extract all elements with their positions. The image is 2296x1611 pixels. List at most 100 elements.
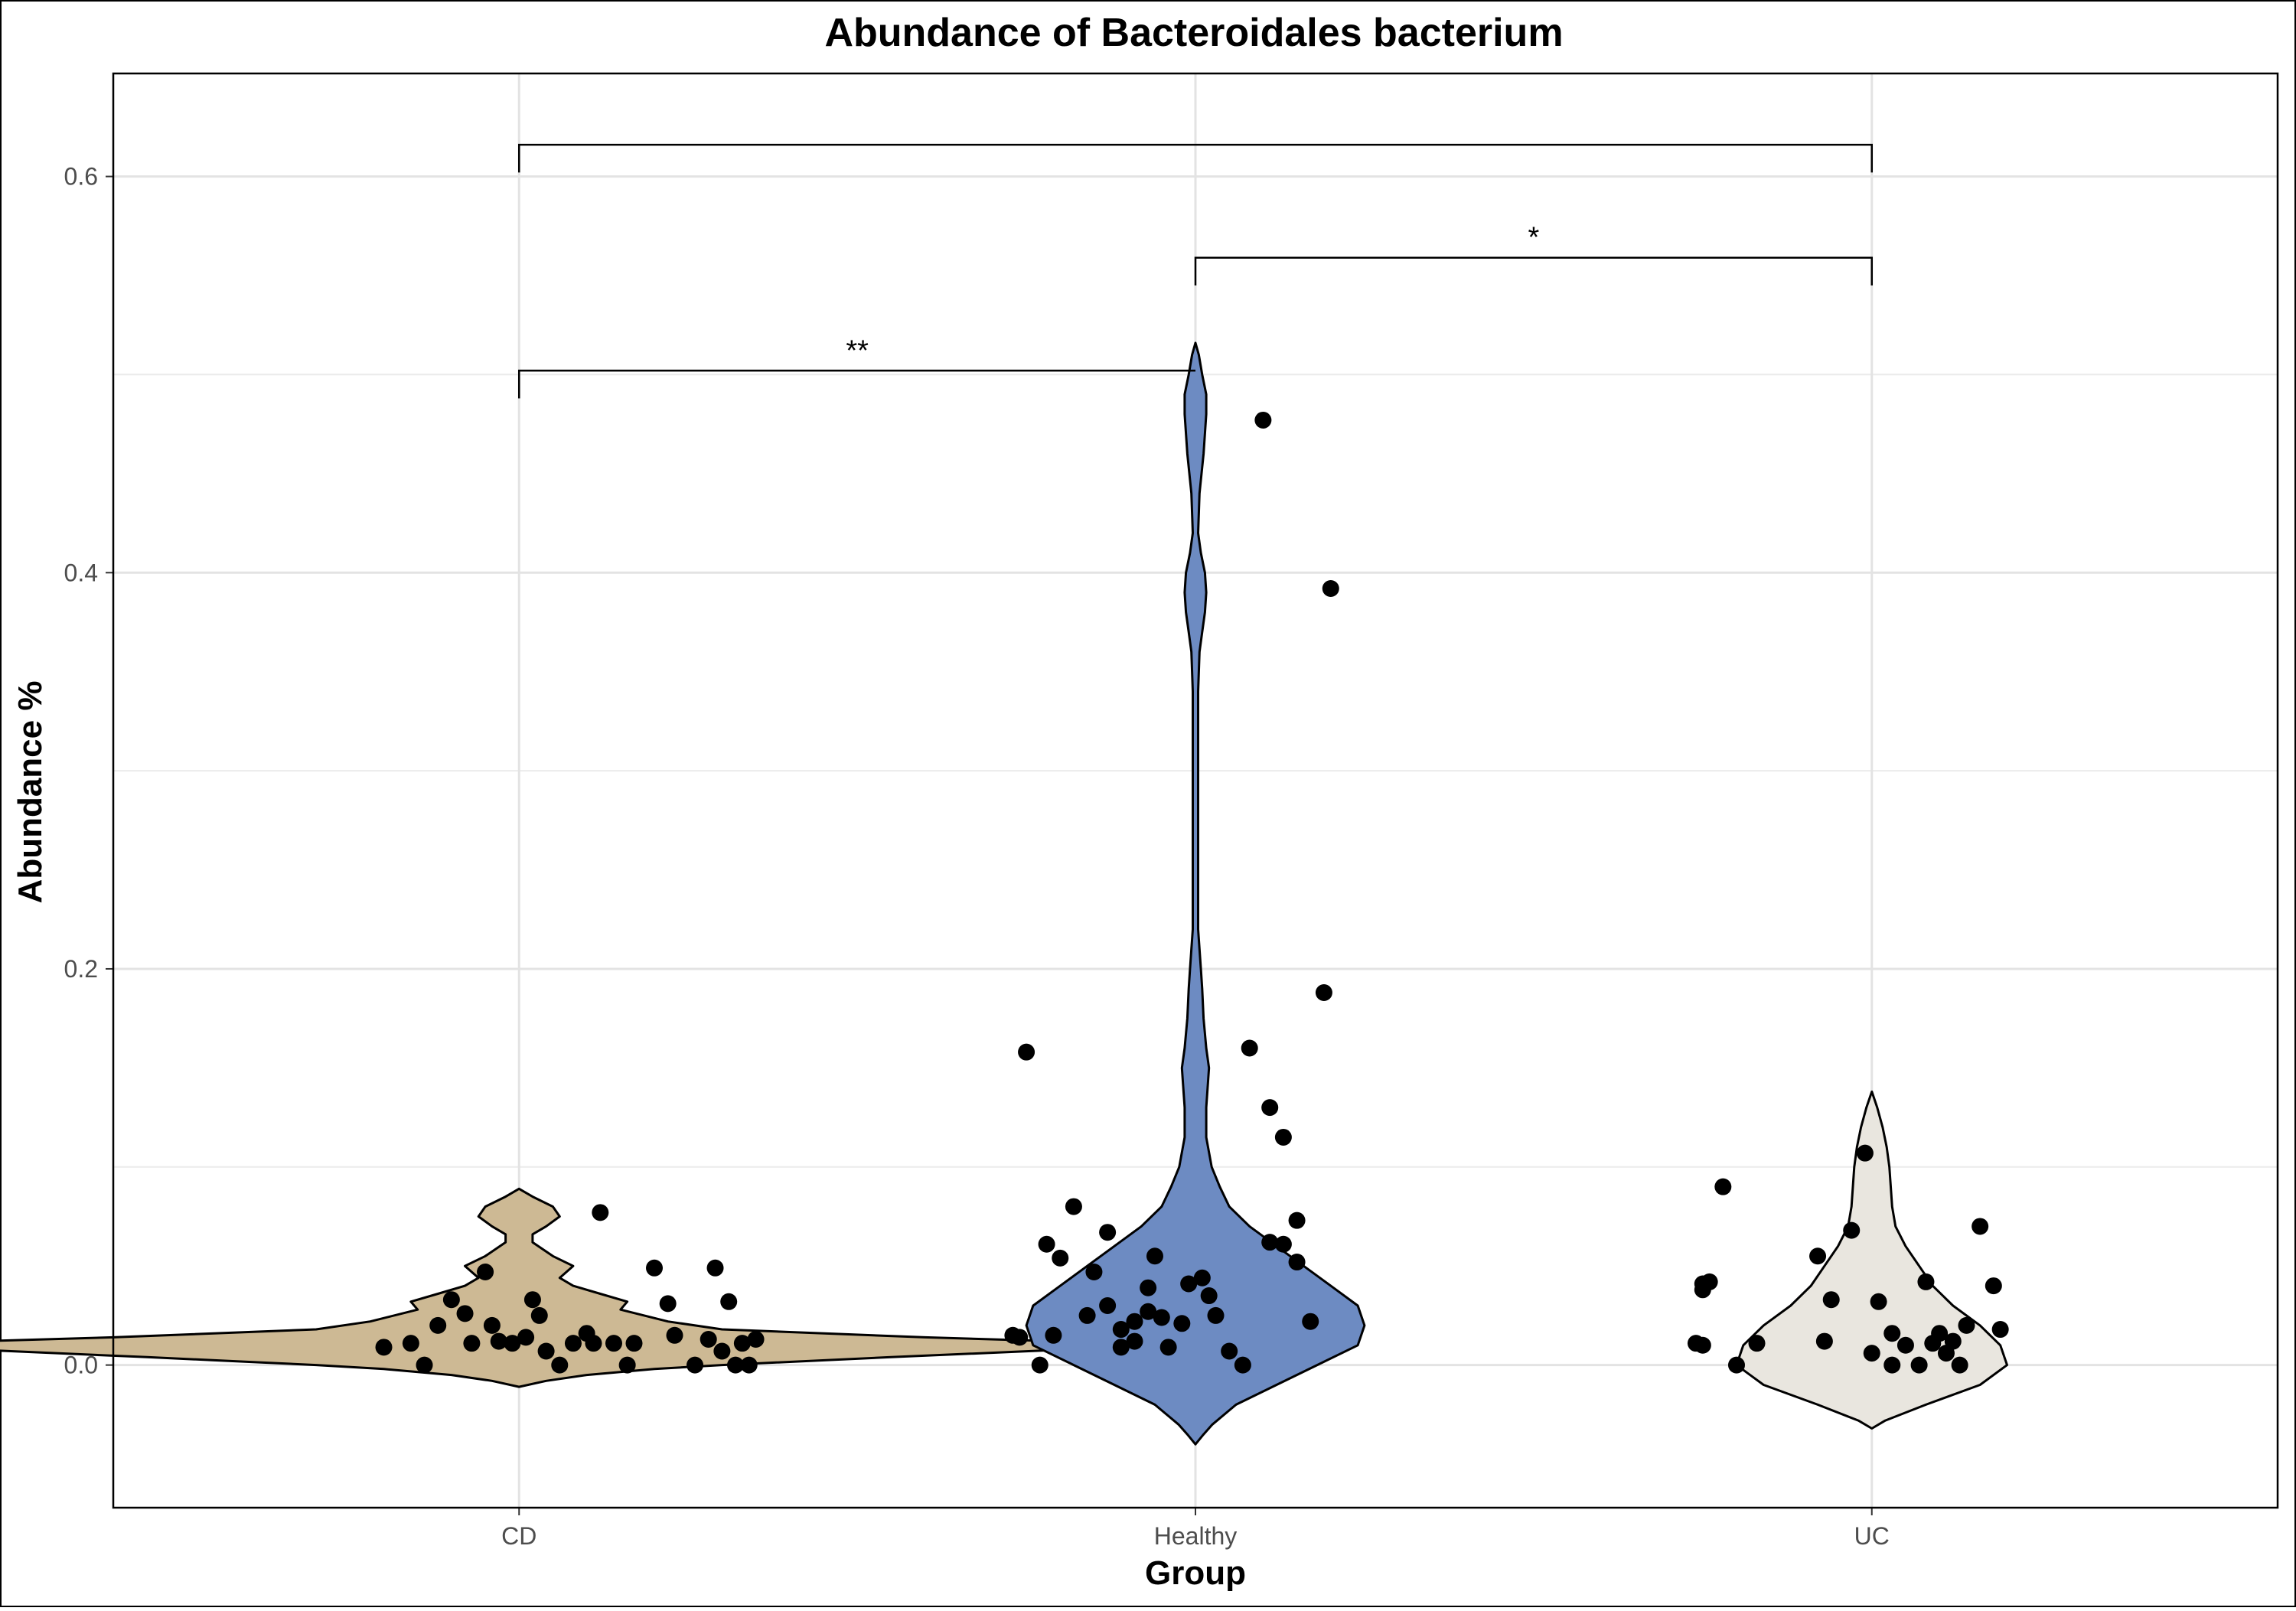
data-point-uc [1991, 1321, 2009, 1339]
data-point-uc [1809, 1247, 1827, 1265]
significance-bracket [518, 143, 1873, 173]
data-point-cd [713, 1342, 731, 1360]
data-point-healthy [1078, 1306, 1096, 1324]
data-point-cd [592, 1204, 609, 1221]
data-point-cd [720, 1293, 738, 1310]
y-axis-title: Abundance % [11, 681, 49, 904]
data-point-cd [618, 1356, 636, 1374]
data-point-healthy [1241, 1039, 1258, 1057]
y-tick-label: 0.6 [64, 163, 98, 191]
data-points [375, 411, 2009, 1374]
data-point-healthy [1261, 1234, 1279, 1251]
y-tick-label: 0.0 [64, 1352, 98, 1379]
data-point-healthy [1322, 579, 1339, 597]
data-point-healthy [1288, 1212, 1306, 1229]
data-point-healthy [1112, 1339, 1130, 1356]
data-point-healthy [1234, 1356, 1251, 1374]
data-point-uc [1822, 1291, 1840, 1309]
data-point-healthy [1031, 1356, 1049, 1374]
data-point-uc [1917, 1273, 1935, 1290]
data-point-healthy [1274, 1128, 1292, 1146]
data-point-cd [416, 1356, 433, 1374]
significance-label: ** [846, 334, 869, 367]
data-point-healthy [1159, 1339, 1177, 1356]
data-point-cd [375, 1339, 393, 1356]
significance-label: * [1528, 222, 1539, 254]
x-tick-label: CD [501, 1522, 536, 1550]
data-point-cd [659, 1295, 677, 1313]
data-point-cd [666, 1326, 683, 1344]
data-point-cd [523, 1291, 541, 1309]
data-point-uc [1883, 1325, 1901, 1342]
chart-title: Abundance of Bacteroidales bacterium [824, 11, 1563, 55]
data-point-uc [1958, 1316, 1975, 1334]
data-point-cd [551, 1356, 569, 1374]
data-point-cd [727, 1356, 745, 1374]
data-point-uc [1870, 1293, 1887, 1310]
data-point-healthy [1274, 1235, 1292, 1253]
data-point-healthy [1011, 1329, 1029, 1346]
data-point-healthy [1261, 1099, 1279, 1117]
data-point-cd [463, 1335, 481, 1352]
data-point-cd [517, 1329, 535, 1346]
data-point-healthy [1173, 1315, 1191, 1332]
data-point-healthy [1085, 1263, 1103, 1280]
data-point-uc [1944, 1332, 1962, 1350]
data-point-uc [1883, 1356, 1901, 1374]
axis-ticks: 0.0 0.2 0.4 0.6 CD Healthy UC [64, 163, 1890, 1550]
data-point-healthy [1045, 1326, 1062, 1344]
data-point-healthy [1065, 1198, 1082, 1215]
data-point-healthy [1112, 1321, 1130, 1339]
data-point-cd [429, 1316, 447, 1334]
data-point-healthy [1302, 1313, 1319, 1330]
data-point-cd [504, 1335, 521, 1352]
data-point-cd [530, 1306, 548, 1324]
data-point-cd [477, 1263, 494, 1280]
data-point-healthy [1200, 1287, 1218, 1305]
data-point-cd [564, 1335, 582, 1352]
significance-bracket [518, 370, 1195, 399]
data-point-healthy [1180, 1275, 1198, 1293]
data-point-uc [1815, 1332, 1833, 1350]
data-point-uc [1910, 1356, 1928, 1374]
data-point-cd [700, 1330, 717, 1348]
data-point-cd [706, 1259, 724, 1277]
y-tick-label: 0.4 [64, 559, 98, 586]
data-point-uc [1843, 1221, 1861, 1239]
data-point-uc [1896, 1336, 1914, 1354]
y-tick-label: 0.2 [64, 955, 98, 983]
x-axis-title: Group [1145, 1554, 1246, 1592]
data-point-cd [585, 1335, 602, 1352]
data-point-cd [402, 1335, 419, 1352]
data-point-uc [1748, 1335, 1766, 1352]
data-point-healthy [1146, 1247, 1163, 1265]
significance-brackets: *** [518, 143, 1873, 399]
data-point-cd [747, 1330, 765, 1348]
data-point-uc [1701, 1273, 1718, 1290]
data-point-uc [1714, 1178, 1732, 1195]
data-point-uc [1694, 1336, 1711, 1354]
data-point-healthy [1315, 984, 1332, 1002]
data-point-uc [1951, 1356, 1968, 1374]
data-point-cd [537, 1342, 555, 1360]
data-point-healthy [1207, 1306, 1225, 1324]
data-point-cd [687, 1356, 704, 1374]
data-point-cd [646, 1259, 663, 1277]
data-point-uc [1931, 1325, 1949, 1342]
data-point-healthy [1126, 1313, 1143, 1330]
violin-healthy [1025, 341, 1366, 1446]
data-point-uc [1863, 1345, 1880, 1362]
data-point-cd [456, 1305, 474, 1322]
data-point-healthy [1099, 1296, 1117, 1314]
data-point-healthy [1254, 411, 1272, 429]
data-point-healthy [1288, 1254, 1306, 1271]
data-point-cd [442, 1291, 460, 1309]
x-tick-label: Healthy [1154, 1522, 1238, 1550]
data-point-healthy [1099, 1224, 1117, 1241]
data-point-healthy [1038, 1235, 1055, 1253]
data-point-cd [490, 1332, 507, 1350]
data-point-healthy [1140, 1303, 1157, 1320]
x-tick-label: UC [1854, 1522, 1890, 1550]
data-point-healthy [1140, 1279, 1157, 1296]
